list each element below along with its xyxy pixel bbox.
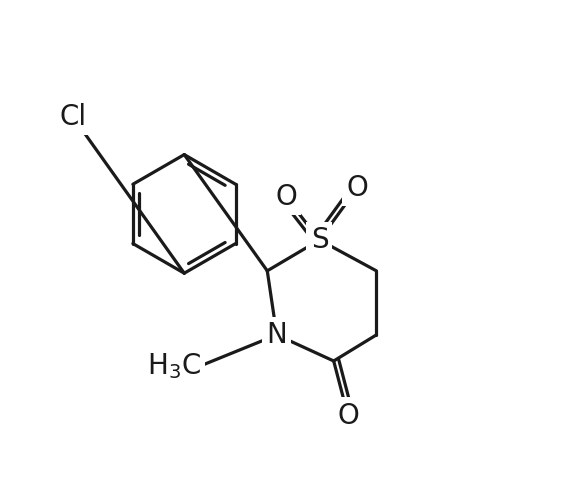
Text: O: O <box>347 174 368 202</box>
Text: H$_3$C: H$_3$C <box>147 351 201 381</box>
Text: N: N <box>266 321 287 349</box>
Text: O: O <box>337 402 359 430</box>
Text: O: O <box>275 183 297 211</box>
Text: S: S <box>311 226 328 254</box>
Text: Cl: Cl <box>59 103 86 131</box>
